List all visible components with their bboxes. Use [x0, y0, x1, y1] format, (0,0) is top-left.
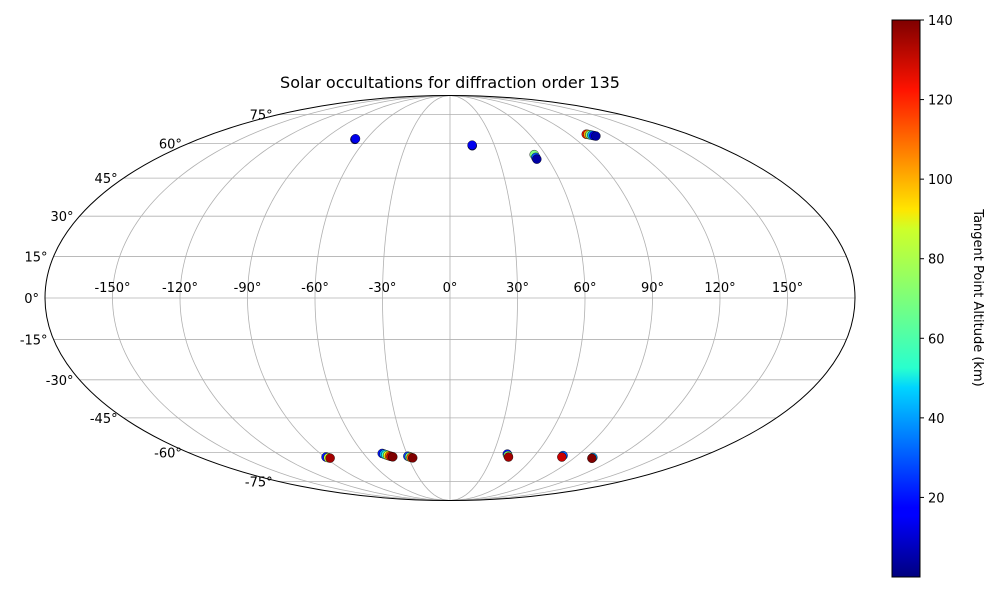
- data-point: [503, 452, 514, 462]
- colorbar-tick-label: 40: [928, 412, 945, 427]
- colorbar-tick-label: 60: [928, 332, 945, 347]
- data-points: [321, 129, 601, 463]
- data-point: [408, 453, 418, 463]
- colorbar-tick-label: 100: [928, 173, 953, 188]
- data-point: [467, 140, 477, 150]
- longitude-tick-label: -150°: [94, 281, 130, 296]
- latitude-tick-labels: -75° -60° -45° -30° -15° 0° 15° 30° 45° 60° 75°: [20, 109, 273, 491]
- map-boundary: [44, 95, 856, 501]
- data-point: [325, 453, 335, 463]
- longitude-tick-label: 120°: [704, 281, 735, 296]
- chart-title: Solar occultations for diffraction order…: [280, 73, 620, 92]
- longitude-tick-labels: -150° -120° -90° -60° -30° 0° 30° 60° 90° 120° 150…: [94, 281, 803, 296]
- latitude-tick-label: -75°: [245, 475, 273, 490]
- latitude-tick-label: 75°: [250, 109, 273, 124]
- latitude-tick-label: -45°: [90, 412, 118, 427]
- colorbar-gradient: [891, 19, 921, 578]
- longitude-tick-label: 30°: [506, 281, 529, 296]
- colorbar-label: Tangent Point Altitude (km): [970, 208, 985, 386]
- grid: [45, 95, 855, 501]
- longitude-tick-label: -90°: [234, 281, 262, 296]
- longitude-tick-label: 60°: [573, 281, 596, 296]
- colorbar-tick-label: 20: [928, 491, 945, 506]
- data-point: [350, 134, 361, 144]
- data-point: [557, 452, 567, 462]
- longitude-tick-label: 90°: [641, 281, 664, 296]
- latitude-tick-label: 60°: [159, 138, 182, 153]
- colorbar: 20 40 60 80 100 120 140 Tangent Point Altitude…: [891, 14, 985, 578]
- longitude-tick-label: 0°: [443, 281, 458, 296]
- colorbar-tick-label: 120: [928, 94, 953, 109]
- latitude-tick-label: 45°: [95, 172, 118, 187]
- data-point: [591, 131, 601, 141]
- colorbar-tick-label: 80: [928, 253, 945, 268]
- latitude-tick-label: -60°: [154, 446, 182, 461]
- latitude-tick-label: 30°: [50, 210, 73, 225]
- data-point: [587, 453, 597, 463]
- latitude-tick-label: -15°: [20, 333, 48, 348]
- longitude-tick-label: -120°: [162, 281, 198, 296]
- data-point: [388, 452, 398, 462]
- longitude-tick-label: -30°: [369, 281, 397, 296]
- longitude-tick-label: 150°: [772, 281, 803, 296]
- latitude-tick-label: 15°: [25, 251, 48, 266]
- latitude-tick-label: 0°: [24, 292, 39, 307]
- colorbar-ticks: 20 40 60 80 100 120 140: [920, 14, 953, 506]
- data-point: [532, 154, 542, 164]
- latitude-tick-label: -30°: [46, 374, 74, 389]
- colorbar-tick-label: 140: [928, 14, 953, 29]
- longitude-tick-label: -60°: [301, 281, 329, 296]
